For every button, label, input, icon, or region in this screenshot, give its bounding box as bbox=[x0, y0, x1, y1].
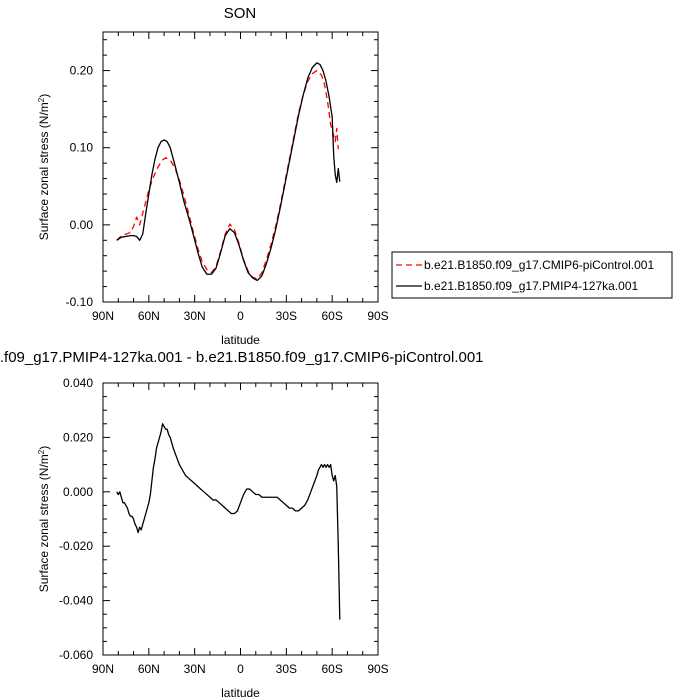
x-tick-label: 90N bbox=[92, 309, 114, 323]
legend-label-0: b.e21.B1850.f09_g17.CMIP6-piControl.001 bbox=[424, 258, 654, 272]
top-chart-title: SON bbox=[224, 5, 257, 22]
legend-box bbox=[391, 251, 673, 299]
bottom-y-axis-label-sup: 2 bbox=[37, 449, 46, 454]
x-tick-label: 60S bbox=[321, 662, 342, 676]
y-tick-label: 0.10 bbox=[70, 141, 94, 155]
bottom-x-tick-labels: 90N 60N 30N 0 30S 60S 90S bbox=[92, 662, 389, 676]
series-line-0 bbox=[116, 69, 339, 280]
y-tick-label: 0.00 bbox=[70, 218, 94, 232]
top-series-lines bbox=[116, 62, 341, 282]
y-tick-label: -0.060 bbox=[59, 648, 93, 662]
legend-label-1: b.e21.B1850.f09_g17.PMIP4-127ka.001 bbox=[424, 279, 638, 293]
bottom-y-tick-labels: -0.060 -0.040 -0.020 0.000 0.020 0.040 bbox=[59, 376, 93, 662]
bottom-x-axis-label: latitude bbox=[221, 686, 260, 700]
x-tick-label: 30S bbox=[276, 309, 297, 323]
y-tick-label: 0.20 bbox=[70, 64, 94, 78]
top-chart-ticks bbox=[102, 32, 379, 303]
top-plot-frame bbox=[102, 31, 379, 303]
series-line-1 bbox=[116, 62, 341, 282]
y-tick-label: -0.020 bbox=[59, 539, 93, 553]
top-chart: SON 90N 60N 30N 0 30S 60S 90S -0.10 0.00 0.10 0.2… bbox=[37, 5, 389, 347]
x-tick-label: 30N bbox=[184, 309, 206, 323]
bottom-y-axis-label-end: ) bbox=[37, 446, 51, 450]
x-tick-label: 60N bbox=[138, 662, 160, 676]
top-x-tick-labels: 90N 60N 30N 0 30S 60S 90S bbox=[92, 309, 389, 323]
y-tick-label: -0.040 bbox=[59, 594, 93, 608]
bottom-y-axis-label: Surface zonal stress (N/m2) bbox=[37, 446, 52, 593]
y-tick-label: 0.040 bbox=[63, 376, 93, 390]
bottom-chart-title: 1850.f09_g17.PMIP4-127ka.001 - b.e21.B18… bbox=[0, 349, 484, 366]
legend: b.e21.B1850.f09_g17.CMIP6-piControl.001 … bbox=[391, 251, 673, 299]
bottom-y-axis-label-text: Surface zonal stress (N/m bbox=[37, 454, 51, 592]
y-tick-label: 0.000 bbox=[63, 485, 93, 499]
top-y-axis-label: Surface zonal stress (N/m2) bbox=[37, 94, 52, 241]
y-tick-label: -0.10 bbox=[66, 295, 94, 309]
top-y-axis-label-end: ) bbox=[37, 94, 51, 98]
top-y-axis-label-text: Surface zonal stress (N/m bbox=[37, 102, 51, 240]
bottom-chart: 1850.f09_g17.PMIP4-127ka.001 - b.e21.B18… bbox=[0, 349, 484, 700]
bottom-series-lines bbox=[116, 423, 341, 620]
x-tick-label: 30S bbox=[276, 662, 297, 676]
top-x-axis-label: latitude bbox=[221, 333, 260, 347]
y-tick-label: 0.020 bbox=[63, 430, 93, 444]
x-tick-label: 0 bbox=[237, 662, 244, 676]
series-line-0 bbox=[116, 423, 341, 620]
x-tick-label: 30N bbox=[184, 662, 206, 676]
x-tick-label: 0 bbox=[237, 309, 244, 323]
x-tick-label: 60N bbox=[138, 309, 160, 323]
top-y-tick-labels: -0.10 0.00 0.10 0.20 bbox=[66, 64, 94, 309]
x-tick-label: 90S bbox=[367, 662, 388, 676]
bottom-plot-frame bbox=[102, 382, 379, 656]
x-tick-label: 60S bbox=[321, 309, 342, 323]
top-y-axis-label-sup: 2 bbox=[37, 97, 46, 102]
x-tick-label: 90N bbox=[92, 662, 114, 676]
x-tick-label: 90S bbox=[367, 309, 388, 323]
